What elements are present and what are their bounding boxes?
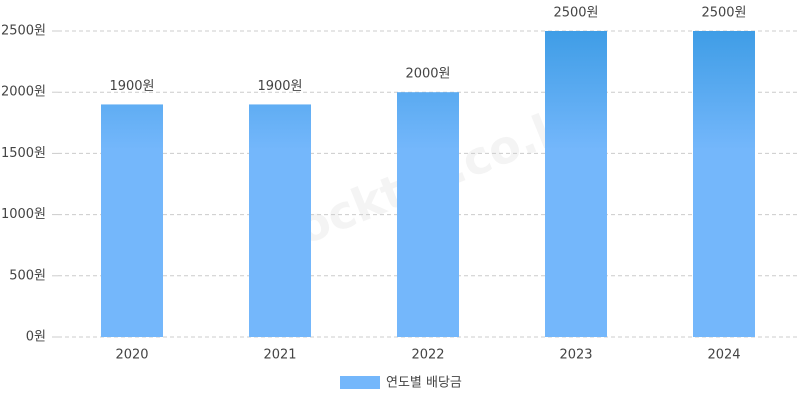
y-tick-label: 500원 — [9, 268, 46, 283]
bar — [545, 31, 607, 337]
value-label: 1900원 — [109, 79, 154, 94]
x-tick-label: 2020 — [115, 348, 148, 363]
y-tick-label: 0원 — [26, 330, 46, 345]
x-tick-label: 2021 — [263, 348, 296, 363]
value-label: 2500원 — [701, 6, 746, 21]
bar — [249, 104, 311, 337]
x-tick-label: 2024 — [707, 348, 740, 363]
value-label: 1900원 — [257, 79, 302, 94]
x-tick-label: 2023 — [559, 348, 592, 363]
y-tick-label: 1000원 — [1, 207, 46, 222]
legend-label: 연도별 배당금 — [386, 376, 462, 391]
legend-swatch — [340, 376, 380, 389]
value-label: 2500원 — [553, 6, 598, 21]
x-tick-label: 2022 — [411, 348, 444, 363]
bar — [101, 104, 163, 337]
y-tick-label: 1500원 — [1, 146, 46, 161]
bar — [693, 31, 755, 337]
y-tick-label: 2000원 — [1, 85, 46, 100]
value-label: 2000원 — [405, 67, 450, 82]
y-tick-label: 2500원 — [1, 24, 46, 39]
bar — [397, 92, 459, 337]
